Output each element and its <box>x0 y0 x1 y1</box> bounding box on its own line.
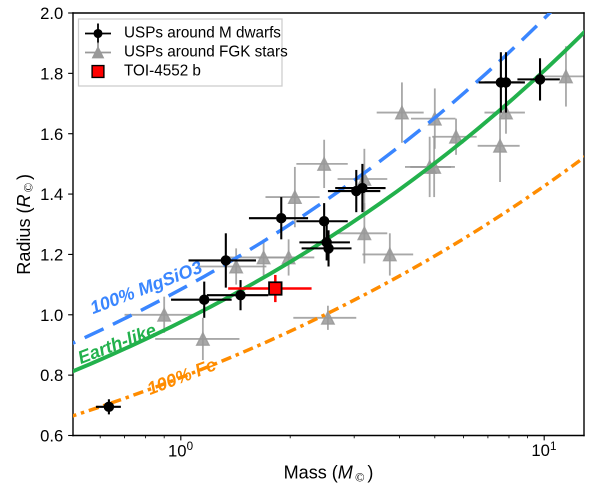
svg-text:2.0: 2.0 <box>40 4 63 23</box>
svg-text:1.2: 1.2 <box>40 245 63 264</box>
svg-text:TOI-4552 b: TOI-4552 b <box>124 62 201 79</box>
svg-text:1.8: 1.8 <box>40 64 63 83</box>
svg-text:1.0: 1.0 <box>40 306 63 325</box>
svg-text:1.6: 1.6 <box>40 125 63 144</box>
svg-text:USPs around FGK stars: USPs around FGK stars <box>124 43 288 60</box>
svg-text:USPs around M dwarfs: USPs around M dwarfs <box>124 24 281 41</box>
svg-text:0.6: 0.6 <box>40 427 63 446</box>
svg-text:1.4: 1.4 <box>40 185 63 204</box>
svg-text:0.8: 0.8 <box>40 366 63 385</box>
